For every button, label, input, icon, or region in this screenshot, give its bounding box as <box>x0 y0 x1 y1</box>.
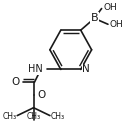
Text: CH₃: CH₃ <box>26 113 41 121</box>
Text: O: O <box>12 77 20 87</box>
Text: CH₃: CH₃ <box>2 112 16 121</box>
Text: O: O <box>37 90 45 100</box>
Text: B: B <box>90 13 98 23</box>
Text: CH₃: CH₃ <box>51 112 65 121</box>
Text: N: N <box>82 64 90 74</box>
Text: HN: HN <box>28 64 43 74</box>
Text: OH: OH <box>103 3 117 12</box>
Text: OH: OH <box>110 20 123 29</box>
